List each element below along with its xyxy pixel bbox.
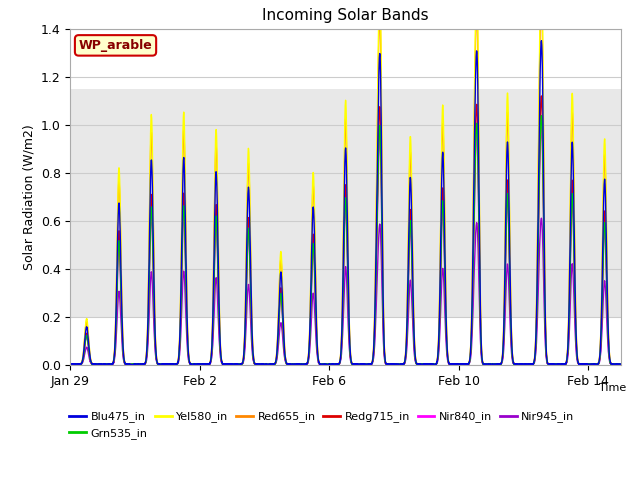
Text: WP_arable: WP_arable [79,39,152,52]
Bar [70,89,621,317]
Legend: Blu475_in, Grn535_in, Yel580_in, Red655_in, Redg715_in, Nir840_in, Nir945_in: Blu475_in, Grn535_in, Yel580_in, Red655_… [65,407,579,443]
Text: Time: Time [599,383,627,393]
Y-axis label: Solar Radiation (W/m2): Solar Radiation (W/m2) [22,124,35,270]
Title: Incoming Solar Bands: Incoming Solar Bands [262,9,429,24]
